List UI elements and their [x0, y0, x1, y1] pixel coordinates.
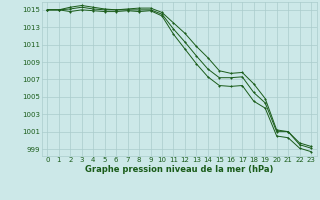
X-axis label: Graphe pression niveau de la mer (hPa): Graphe pression niveau de la mer (hPa) — [85, 165, 273, 174]
